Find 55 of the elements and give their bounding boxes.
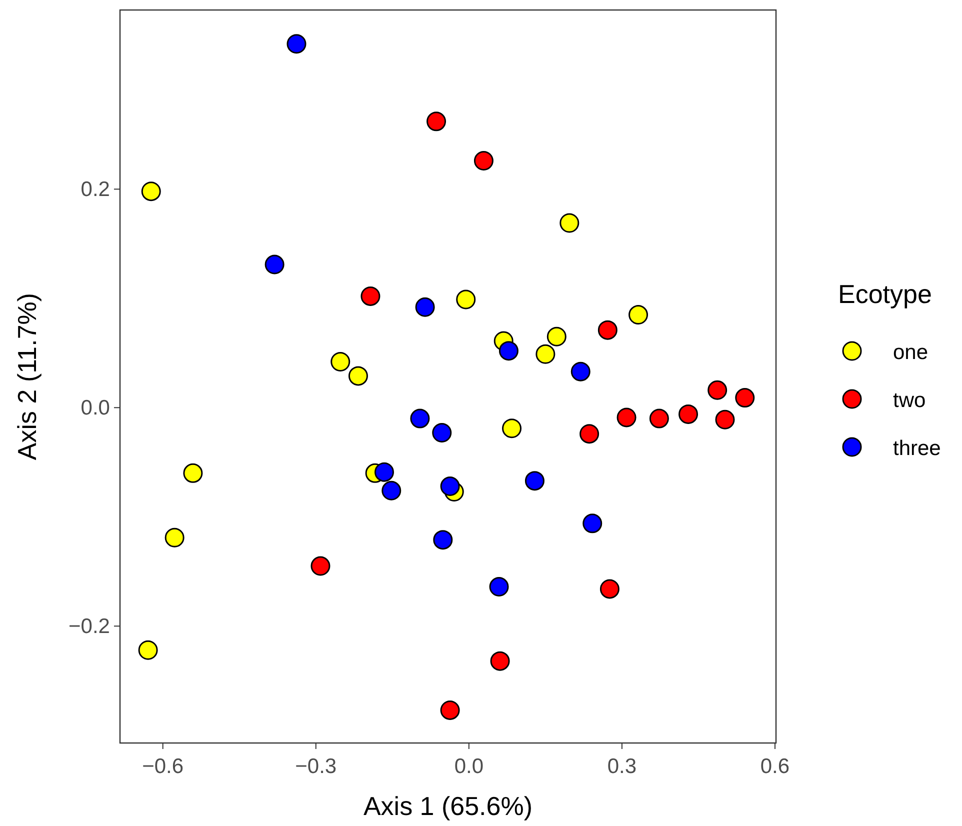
point [570, 362, 590, 382]
point [310, 556, 330, 576]
point [164, 528, 184, 548]
point [360, 286, 380, 306]
x-tick-label: −0.6 [142, 755, 184, 778]
point [649, 408, 669, 428]
point [678, 404, 698, 424]
legend-label: one [893, 341, 928, 364]
legend-title: Ecotype [838, 279, 932, 309]
point [715, 410, 735, 430]
point [580, 424, 600, 444]
point [264, 254, 284, 274]
point [138, 640, 158, 660]
point [489, 577, 509, 597]
point [498, 341, 518, 361]
point [735, 388, 755, 408]
point [474, 151, 494, 170]
point [348, 366, 368, 386]
point [286, 34, 306, 54]
point [598, 320, 618, 340]
point [330, 352, 350, 372]
point [410, 408, 430, 428]
point [382, 480, 402, 500]
point [628, 305, 648, 325]
y-axis-title: Axis 2 (11.7%) [12, 292, 42, 460]
point [502, 418, 522, 438]
point [708, 380, 728, 400]
point [546, 326, 566, 346]
point [374, 462, 394, 482]
point [432, 423, 452, 443]
point [600, 579, 620, 599]
point [426, 112, 446, 132]
y-tick-label: 0.2 [80, 178, 110, 202]
y-tick-label: 0.0 [80, 396, 110, 420]
x-axis-title: Axis 1 (65.6%) [363, 791, 533, 821]
point [440, 700, 460, 720]
point [440, 476, 460, 496]
point [536, 344, 556, 364]
point [582, 514, 602, 534]
point [141, 182, 161, 202]
x-tick-label: −0.3 [295, 755, 337, 778]
x-tick-label: 0.6 [760, 755, 790, 778]
point [524, 471, 544, 491]
x-tick-label: 0.3 [607, 755, 637, 778]
y-tick-label: −0.2 [68, 615, 110, 638]
point [456, 290, 476, 310]
point [490, 651, 510, 671]
point [560, 213, 580, 233]
x-tick-label: 0.0 [454, 755, 484, 778]
legend-label: two [893, 389, 926, 412]
point [183, 463, 203, 483]
point [433, 530, 453, 550]
point [616, 408, 636, 428]
legend-label: three [893, 437, 941, 460]
point [415, 297, 435, 317]
